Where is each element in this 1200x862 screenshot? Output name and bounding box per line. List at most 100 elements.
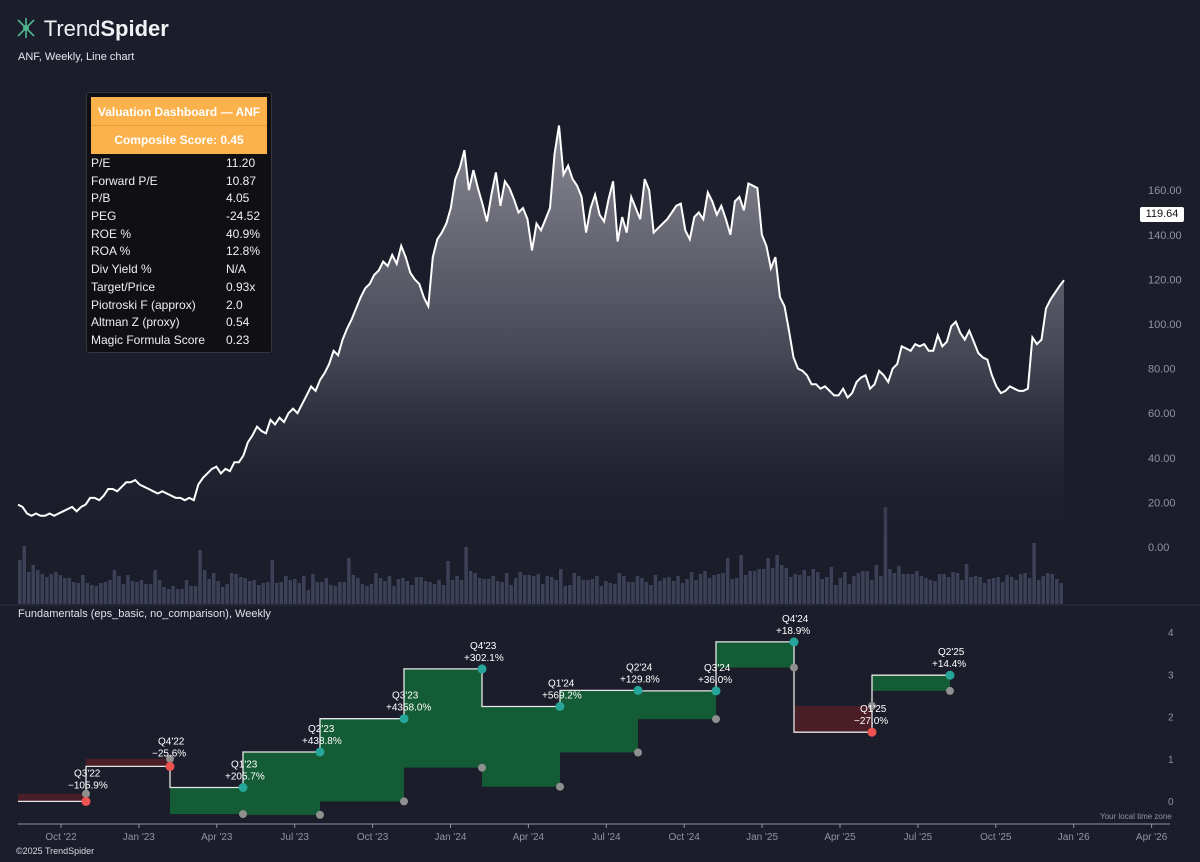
metric-label: P/B [91,191,111,206]
volume-bar [234,574,238,604]
volume-bar [581,580,586,604]
volume-bar [1014,580,1018,604]
volume-bar [1027,578,1032,604]
spider-logo-icon [17,18,35,38]
eps-dot[interactable] [81,796,91,806]
volume-bar [937,574,942,604]
volume-bar [513,578,518,604]
volume-bar [942,574,946,604]
chart-title: ANF, Weekly, Line chart [18,51,135,63]
eps-change-box [560,690,638,753]
time-tick-label: Jul '25 [904,832,933,843]
quarter-change-label: +36.0% [698,675,732,686]
eps-change-box [18,793,86,802]
volume-bar [523,575,527,604]
volume-bar [964,564,969,604]
prev-eps-dot [400,797,408,806]
eps-change-box [243,752,320,815]
volume-bar [509,585,513,604]
volume-bar [243,578,247,604]
volume-bar [342,582,347,604]
volume-bar [405,581,410,604]
volume-bar [324,578,329,604]
volume-bar [590,579,595,604]
time-tick-label: Apr '24 [513,832,545,843]
volume-bar [960,580,964,604]
volume-bar [924,578,928,604]
eps-dot[interactable] [165,761,175,771]
volume-bar [333,586,338,604]
volume-bar [572,573,577,604]
volume-bar [915,571,919,604]
eps-dot[interactable] [399,714,409,724]
volume-bar [982,583,987,604]
volume-bar [90,585,94,604]
metric-value: 0.93x [226,279,256,294]
volume-bar [554,580,558,604]
volume-bar [933,581,937,604]
price-tick-label: 80.00 [1148,364,1176,376]
metric-label: Forward P/E [91,173,158,188]
prev-eps-dot [239,810,247,819]
metric-label: Magic Formula Score [91,332,206,347]
metric-label: Altman Z (proxy) [91,315,180,330]
volume-bar [302,576,306,604]
price-line[interactable] [17,125,1065,517]
time-tick-label: Oct '24 [669,832,701,843]
volume-bar [870,580,874,604]
brand-name-light: Trend [43,16,101,41]
volume-bar [1005,575,1009,604]
price-tick-label: 140.00 [1148,230,1182,242]
dashboard-row: Div Yield % N/A [91,262,271,280]
prev-eps-dot [556,782,564,791]
eps-dot[interactable] [789,637,799,647]
eps-dot[interactable] [315,747,325,757]
volume-bar [419,577,423,604]
time-tick-label: Apr '25 [824,832,856,843]
volume-bar [775,555,779,604]
volume-bar [527,575,531,604]
eps-dot[interactable] [711,686,721,696]
eps-dot[interactable] [555,702,565,711]
volume-bar [518,572,522,604]
volume-bar [698,574,703,604]
price-area-fill [18,125,1064,547]
volume-bar [613,584,617,604]
eps-dot[interactable] [867,727,877,737]
eps-labels: Q3'22−105.9% Q4'22−25.6% Q1'23+205.7% Q2'23… [68,614,966,792]
volume-bar [689,572,694,604]
prev-eps-dot [946,686,954,695]
volume-bar [117,576,121,604]
metric-value: 12.8% [226,244,261,259]
volume-bar [347,558,351,604]
volume-bar [108,580,112,604]
volume-bar [644,582,649,604]
price-tick-label: 100.00 [1148,319,1182,331]
volume-bar [189,586,193,604]
volume-bar [622,576,626,604]
volume-bar [1032,543,1036,604]
volume-bar [225,584,229,604]
volume-bar [198,550,202,604]
metric-label: Target/Price [91,279,156,294]
eps-dot[interactable] [945,670,955,680]
volume-bar [175,589,180,604]
metric-label: PEG [91,209,117,224]
volume-bar [31,565,35,604]
volume-bar [550,577,554,604]
eps-dot[interactable] [238,783,248,792]
volume-bar [883,507,888,604]
volume-bar [284,576,288,604]
quarter-label: Q3'24 [704,663,731,674]
volume-bar [906,574,910,604]
eps-dot[interactable] [633,685,643,695]
quarter-label: Q4'22 [158,736,185,747]
metric-label: ROE % [91,226,132,241]
eps-dot[interactable] [477,664,487,674]
metric-value: 10.87 [226,173,257,188]
price-tick-label: 120.00 [1148,274,1182,286]
volume-bar [112,570,117,604]
price-tick-label: 60.00 [1148,408,1176,420]
volume-bar [703,571,707,604]
